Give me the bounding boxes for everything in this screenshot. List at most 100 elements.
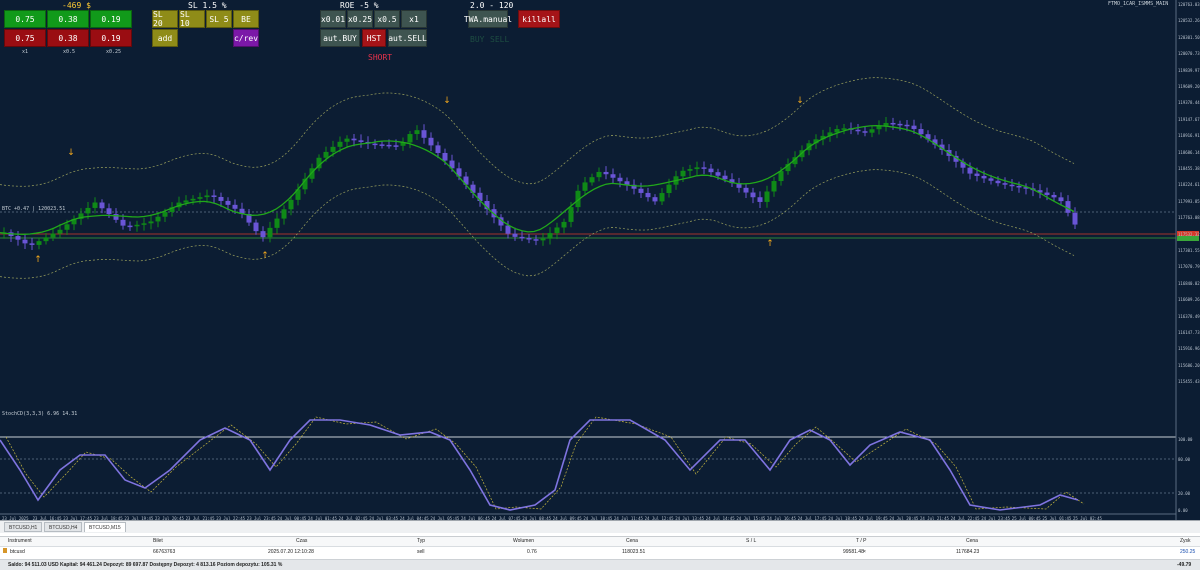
moving-average [0, 124, 1075, 235]
row-price: 118023.51 [622, 549, 646, 555]
candle-body [197, 197, 203, 199]
price-tick: 120763.03 [1178, 2, 1200, 7]
sell-signal-arrow: ↓ [796, 96, 804, 106]
chart-area[interactable]: ↓ ↓ ↓ ↑ ↑ ↑ -469 $ SL 1.5 % ROE -5 % 2.0 - 12… [0, 0, 1200, 521]
osc-tick: 80.00 [1178, 457, 1191, 462]
price-tick: 117532.32 [1178, 231, 1200, 237]
col-profit[interactable]: Zysk [1180, 538, 1191, 544]
tp-close-icon[interactable]: × [863, 549, 866, 555]
candle-body [211, 195, 217, 197]
candle-body [778, 171, 784, 182]
col-instrument[interactable]: Instrument [8, 538, 32, 544]
time-tick: 25 Jul 02:45 [1073, 516, 1102, 521]
candle-body [750, 192, 756, 198]
candle-body [925, 134, 931, 140]
buy-button-1[interactable]: 0.75 [4, 10, 46, 28]
lot-label-2: x0.5 [63, 49, 76, 55]
candle-body [85, 207, 91, 214]
candle-body [295, 189, 301, 200]
candle-body [162, 212, 168, 217]
candle-body [862, 131, 868, 133]
time-tick: 24 Jul 19:45 [858, 516, 888, 521]
oscillator-main-line [0, 419, 1079, 511]
x05-button[interactable]: x0.5 [374, 10, 400, 28]
candle-body [652, 197, 658, 202]
price-tick: 117763.08 [1178, 215, 1200, 221]
candle-body [610, 174, 616, 178]
time-tick: 24 Jul 00:45 [277, 516, 307, 521]
aut-sell-button[interactable]: aut.SELL [388, 29, 427, 47]
candle-body [372, 143, 378, 146]
candle-body [722, 175, 728, 180]
candle-body [442, 152, 448, 161]
candle-body [876, 125, 882, 130]
sell-button-2[interactable]: 0.38 [47, 29, 89, 47]
candle-body [617, 177, 623, 182]
hst-button[interactable]: HST [362, 29, 386, 47]
sell-button-1[interactable]: 0.75 [4, 29, 46, 47]
candle-body [561, 221, 567, 228]
col-volume[interactable]: Wolumen [513, 538, 535, 544]
sl-10-button[interactable]: SL 10 [179, 10, 205, 28]
price-tick: 119609.20 [1178, 84, 1200, 89]
price-tick: 120532.26 [1178, 18, 1200, 24]
time-tick: 25 Jul 00:45 [1011, 516, 1041, 521]
crev-button[interactable]: c/rev [233, 29, 259, 47]
sl-5-button[interactable]: SL 5 [206, 10, 232, 28]
candle-body [428, 137, 434, 146]
add-button[interactable]: add [152, 29, 178, 47]
candle-body [736, 183, 742, 188]
x025-button[interactable]: x0.25 [347, 10, 373, 28]
x1-button[interactable]: x1 [401, 10, 427, 28]
time-tick: 23 Jul 17:45 [63, 516, 93, 521]
buy-button-2[interactable]: 0.38 [47, 10, 89, 28]
sl-20-button[interactable]: SL 20 [152, 10, 178, 28]
candle-body [526, 238, 532, 240]
candle-body [764, 191, 770, 202]
col-ticket[interactable]: Bilet [153, 538, 163, 544]
time-tick: 24 Jul 02:45 [338, 516, 368, 521]
candle-body [323, 151, 329, 158]
tab-btcusd-m15[interactable]: BTCUSD,M15 [84, 522, 126, 532]
killall-button[interactable]: killall [518, 10, 560, 28]
candle-body [533, 239, 539, 241]
col-price[interactable]: Cena [626, 538, 638, 544]
sell-button-3[interactable]: 0.19 [90, 29, 132, 47]
x001-button[interactable]: x0.01 [320, 10, 346, 28]
col-time[interactable]: Czas [296, 538, 308, 544]
position-icon [3, 548, 7, 553]
candle-body [176, 202, 182, 208]
candle-body [540, 238, 546, 241]
candle-body [897, 123, 903, 126]
col-type[interactable]: Typ [417, 538, 426, 544]
time-tick: 24 Jul 16:45 [767, 516, 796, 521]
candle-body [519, 236, 525, 239]
row-ticket: 66763763 [153, 549, 176, 555]
candle-body [708, 168, 714, 173]
candle-body [820, 135, 826, 140]
time-tick: 23 Jul 21:45 [185, 516, 215, 521]
price-tick: 118686.14 [1178, 149, 1200, 155]
candle-body [260, 231, 266, 238]
tab-btcusd-h1[interactable]: BTCUSD,H1 [4, 522, 42, 532]
time-tick: 24 Jul 03:45 [369, 516, 399, 521]
col-tp[interactable]: T / P [856, 538, 867, 544]
time-tick: 24 Jul 22:45 [950, 516, 980, 521]
time-tick: 24 Jul 06:45 [461, 516, 490, 521]
sell-status-label: SELL [490, 35, 510, 44]
time-tick: 24 Jul 20:45 [889, 516, 919, 521]
col-sl[interactable]: S / L [746, 538, 757, 544]
tab-btcusd-h4[interactable]: BTCUSD,H4 [44, 522, 82, 532]
lot-label-1: x1 [22, 49, 29, 55]
candle-body [554, 227, 560, 234]
time-tick: 23 Jul 20:45 [155, 516, 184, 521]
col-cur-price[interactable]: Cena [966, 538, 978, 544]
aut-buy-button[interactable]: aut.BUY [320, 29, 360, 47]
candle-body [960, 161, 966, 168]
candle-body [904, 124, 910, 127]
candle-body [1051, 194, 1057, 198]
oscillator-label: StochCD(3,3,3) 6.96 14.31 [2, 411, 78, 417]
be-button[interactable]: BE [233, 10, 259, 28]
twa-manual-button[interactable]: TWA.manual [464, 10, 512, 28]
buy-button-3[interactable]: 0.19 [90, 10, 132, 28]
